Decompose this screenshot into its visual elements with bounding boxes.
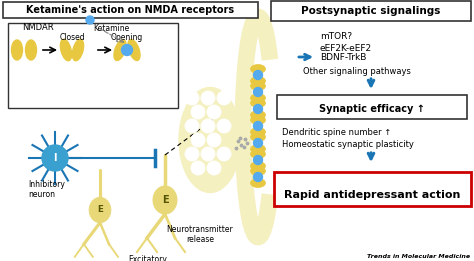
Circle shape [207,161,221,175]
Ellipse shape [250,64,265,74]
Text: Rapid antidepressant action: Rapid antidepressant action [284,190,460,200]
Ellipse shape [11,40,22,60]
Circle shape [254,87,263,97]
Text: Homeostatic synaptic plasticity: Homeostatic synaptic plasticity [282,140,414,149]
Text: Neurotransmitter
release: Neurotransmitter release [167,225,233,244]
Circle shape [185,91,199,105]
Ellipse shape [73,39,83,61]
Ellipse shape [179,87,241,193]
FancyBboxPatch shape [271,1,471,21]
Text: Inhibitory
neuron: Inhibitory neuron [28,180,65,199]
Circle shape [254,139,263,147]
Circle shape [254,173,263,181]
Circle shape [185,147,199,161]
Ellipse shape [89,197,111,223]
Text: E: E [162,195,168,205]
Ellipse shape [114,39,126,61]
Circle shape [201,91,215,105]
Ellipse shape [250,76,265,86]
Text: Dendritic spine number ↑: Dendritic spine number ↑ [282,128,391,137]
Text: BDNF-TrkB: BDNF-TrkB [320,53,366,62]
Ellipse shape [60,39,72,61]
Text: Ketamine: Ketamine [93,24,129,33]
Text: Synaptic efficacy ↑: Synaptic efficacy ↑ [319,104,425,114]
Ellipse shape [250,93,265,103]
Ellipse shape [250,162,265,170]
Ellipse shape [250,81,265,91]
Text: E: E [97,205,103,215]
Text: Ketamine's action on NMDA receptors: Ketamine's action on NMDA receptors [26,5,234,15]
Circle shape [201,119,215,133]
Circle shape [191,161,205,175]
Circle shape [86,16,94,24]
FancyBboxPatch shape [277,95,467,119]
Ellipse shape [250,167,265,175]
Ellipse shape [250,98,265,108]
FancyBboxPatch shape [8,23,178,108]
Circle shape [207,133,221,147]
Circle shape [121,44,133,56]
Text: Excitatory
neuron: Excitatory neuron [128,255,167,261]
Text: eEF2K-eEF2: eEF2K-eEF2 [320,44,372,53]
Ellipse shape [250,150,265,158]
Circle shape [217,119,231,133]
Circle shape [217,147,231,161]
Circle shape [254,104,263,114]
Text: Opening: Opening [111,33,143,42]
Text: Other signaling pathways: Other signaling pathways [303,67,411,76]
Ellipse shape [250,110,265,120]
Ellipse shape [250,133,265,141]
Circle shape [254,70,263,80]
Ellipse shape [250,145,265,153]
FancyBboxPatch shape [3,2,258,18]
FancyBboxPatch shape [274,172,471,206]
Circle shape [185,119,199,133]
Circle shape [42,145,68,171]
Ellipse shape [26,40,36,60]
Circle shape [191,133,205,147]
Text: mTOR?: mTOR? [320,32,352,41]
Ellipse shape [250,116,265,124]
Circle shape [201,147,215,161]
Text: Closed: Closed [59,33,85,42]
Ellipse shape [250,179,265,187]
Ellipse shape [153,186,177,214]
Circle shape [207,105,221,119]
Circle shape [254,156,263,164]
Text: NMDAR: NMDAR [22,23,54,32]
Ellipse shape [128,39,140,61]
Text: Postsynaptic signalings: Postsynaptic signalings [301,6,441,16]
Ellipse shape [250,128,265,137]
Circle shape [191,105,205,119]
Circle shape [217,91,231,105]
Text: I: I [53,153,57,163]
Text: Trends in Molecular Medicine: Trends in Molecular Medicine [367,254,470,259]
Circle shape [254,122,263,130]
